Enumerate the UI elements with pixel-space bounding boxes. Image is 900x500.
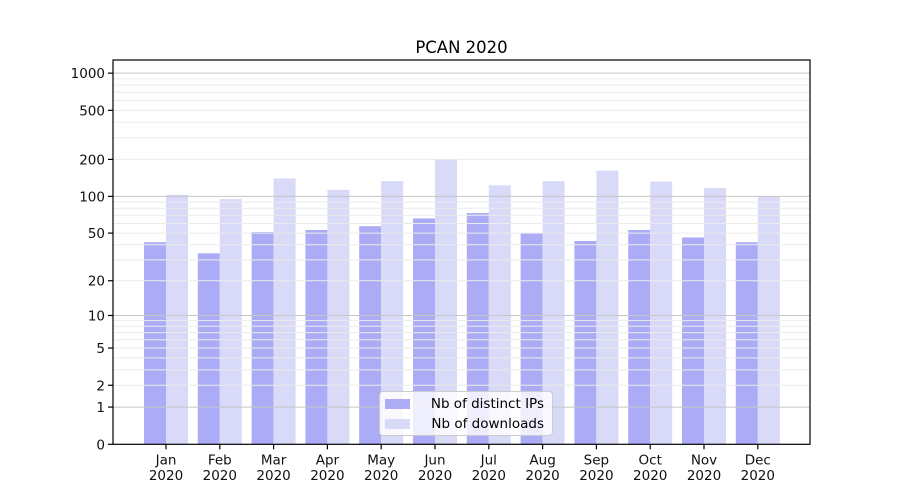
x-tick-label-year-may: 2020: [364, 468, 398, 484]
y-tick-label: 0: [96, 437, 105, 453]
x-tick-label-year-nov: 2020: [687, 468, 721, 484]
x-tick-label-year-sep: 2020: [579, 468, 613, 484]
y-tick-label: 5: [96, 341, 105, 357]
y-tick-label: 100: [79, 189, 105, 205]
bar-distinct-ips-jan: [144, 242, 166, 445]
x-tick-label-month-dec: Dec: [745, 453, 771, 469]
legend-label-distinct-ips: Nb of distinct IPs: [430, 395, 544, 412]
x-tick-label-month-sep: Sep: [584, 453, 609, 469]
x-tick-label-year-jul: 2020: [472, 468, 506, 484]
bar-distinct-ips-nov: [682, 237, 704, 445]
bar-distinct-ips-jul: [466, 213, 489, 445]
chart-title: PCAN 2020: [415, 38, 508, 57]
x-tick-label-year-oct: 2020: [633, 468, 667, 484]
x-tick-label-month-aug: Aug: [529, 453, 555, 469]
bar-downloads-jan: [166, 194, 188, 445]
legend-swatch-distinct-ips: [385, 398, 410, 409]
x-tick-label-month-apr: Apr: [316, 453, 340, 469]
y-tick-label: 2: [96, 378, 105, 394]
bar-distinct-ips-sep: [574, 241, 597, 445]
bar-distinct-ips-feb: [197, 253, 220, 445]
y-tick-label: 500: [79, 103, 105, 119]
bar-downloads-mar: [273, 178, 296, 445]
legend-item-distinct-ips: Nb of distinct IPs: [385, 396, 552, 412]
x-tick-label-year-apr: 2020: [310, 468, 344, 484]
bar-downloads-oct: [650, 181, 673, 445]
x-tick-label-month-jan: Jan: [155, 453, 177, 469]
x-tick-label-year-aug: 2020: [525, 468, 559, 484]
x-tick-label-month-mar: Mar: [261, 453, 287, 469]
legend-item-downloads: Nb of downloads: [385, 416, 552, 432]
bar-distinct-ips-dec: [735, 242, 758, 445]
x-tick-label-year-dec: 2020: [741, 468, 775, 484]
x-tick-label-month-may: May: [367, 453, 395, 469]
bar-downloads-apr: [327, 189, 350, 445]
plot-border: [112, 59, 811, 445]
bar-downloads-jul: [488, 185, 511, 445]
x-tick-label-month-jun: Jun: [423, 453, 445, 469]
legend: Nb of distinct IPs Nb of downloads: [379, 391, 553, 436]
x-tick-label-month-oct: Oct: [639, 453, 662, 469]
legend-swatch-downloads: [385, 418, 410, 429]
x-tick-label-year-mar: 2020: [256, 468, 290, 484]
x-tick-label-month-feb: Feb: [208, 453, 232, 469]
y-tick-label: 20: [88, 274, 105, 290]
bar-distinct-ips-jun: [413, 218, 435, 445]
x-tick-label-year-jun: 2020: [418, 468, 452, 484]
bar-downloads-jun: [435, 159, 457, 445]
y-tick-label: 10: [88, 308, 105, 324]
bar-downloads-may: [381, 181, 404, 445]
y-tick-label: 200: [79, 152, 105, 168]
x-tick-label-year-feb: 2020: [203, 468, 237, 484]
y-tick-label: 1000: [71, 66, 105, 82]
bar-downloads-sep: [596, 170, 619, 445]
x-tick-label-month-nov: Nov: [691, 453, 717, 469]
bar-downloads-feb: [219, 199, 242, 445]
bar-distinct-ips-mar: [251, 232, 274, 445]
bar-downloads-nov: [704, 188, 726, 445]
y-tick-label: 1: [96, 400, 105, 416]
legend-label-downloads: Nb of downloads: [431, 415, 544, 432]
bar-distinct-ips-apr: [305, 230, 328, 445]
x-tick-label-year-jan: 2020: [149, 468, 183, 484]
bar-distinct-ips-may: [359, 226, 382, 445]
bar-downloads-aug: [542, 181, 565, 445]
x-tick-label-month-jul: Jul: [480, 453, 497, 469]
bar-distinct-ips-oct: [628, 230, 651, 445]
y-tick-label: 50: [88, 226, 105, 242]
